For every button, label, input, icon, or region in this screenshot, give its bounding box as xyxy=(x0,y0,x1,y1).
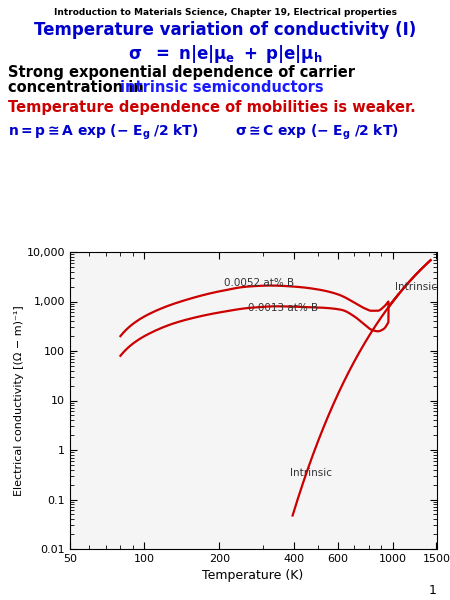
X-axis label: Temperature (K): Temperature (K) xyxy=(202,569,304,583)
Text: 0.0013 at% B: 0.0013 at% B xyxy=(248,302,318,313)
Text: $\mathbf{\sigma \cong C\ exp\ (-\ E_g\ /2\ kT)}$: $\mathbf{\sigma \cong C\ exp\ (-\ E_g\ /… xyxy=(235,123,399,142)
Text: Introduction to Materials Science, Chapter 19, Electrical properties: Introduction to Materials Science, Chapt… xyxy=(54,8,396,17)
Text: 1: 1 xyxy=(428,584,436,597)
Text: intrinsic semiconductors: intrinsic semiconductors xyxy=(120,80,324,95)
Text: Strong exponential dependence of carrier: Strong exponential dependence of carrier xyxy=(8,65,355,80)
Text: Intrinsic: Intrinsic xyxy=(290,467,333,478)
Text: Temperature dependence of mobilities is weaker.: Temperature dependence of mobilities is … xyxy=(8,100,416,115)
Y-axis label: Electrical conductivity [(Ω − m)⁻¹]: Electrical conductivity [(Ω − m)⁻¹] xyxy=(14,305,23,496)
Text: $\mathbf{\sigma}$  $\mathbf{= \ n|e|\mu_e \ + \ p|e|\mu_h}$: $\mathbf{\sigma}$ $\mathbf{= \ n|e|\mu_e… xyxy=(128,43,322,65)
Text: 0.0052 at% B: 0.0052 at% B xyxy=(225,278,295,287)
Text: Temperature variation of conductivity (I): Temperature variation of conductivity (I… xyxy=(34,21,416,39)
Text: concentration in: concentration in xyxy=(8,80,149,95)
Text: $\mathbf{n = p \cong A\ exp\ (-\ E_g\ /2\ kT)}$: $\mathbf{n = p \cong A\ exp\ (-\ E_g\ /2… xyxy=(8,123,198,142)
Text: Intrinsic: Intrinsic xyxy=(395,281,437,292)
